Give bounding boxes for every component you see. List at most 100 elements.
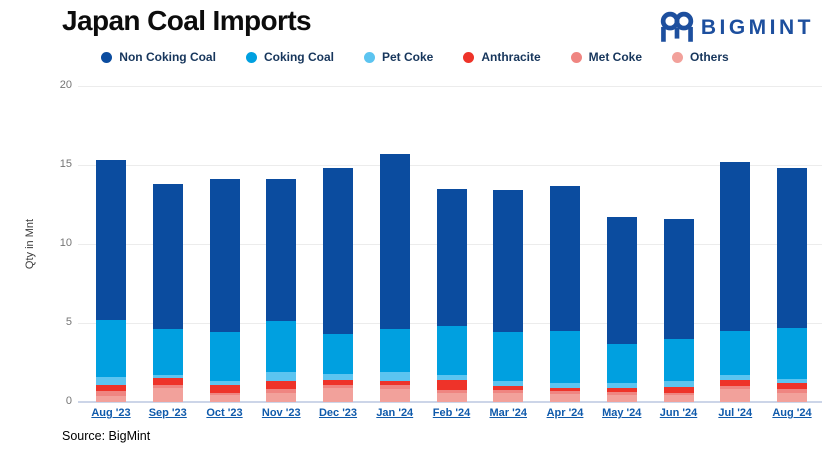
bar-segment[interactable]	[606, 217, 637, 344]
x-axis-label[interactable]: Aug '24	[772, 407, 812, 419]
bar-segment[interactable]	[550, 394, 580, 402]
bar-segment[interactable]	[663, 381, 694, 387]
bar-segment[interactable]	[663, 338, 694, 382]
bar-segment[interactable]	[720, 330, 751, 376]
bar-segment[interactable]	[96, 160, 126, 320]
bar-segment[interactable]	[720, 379, 751, 387]
bar-segment[interactable]	[323, 334, 353, 374]
bar-segment[interactable]	[266, 179, 297, 322]
bar-segment[interactable]	[323, 387, 353, 402]
bar-segment[interactable]	[379, 329, 410, 372]
x-axis-label[interactable]: Jun '24	[659, 407, 698, 419]
bar-segment[interactable]	[550, 330, 580, 384]
bar-segment[interactable]	[96, 376, 126, 385]
gridline	[78, 165, 822, 166]
bar-segment[interactable]	[777, 168, 807, 328]
legend-item-pet-coke[interactable]: Pet Coke	[363, 50, 433, 64]
bar-segment[interactable]	[777, 327, 807, 380]
bar-segment[interactable]	[152, 378, 183, 385]
bar-segment[interactable]	[777, 392, 807, 402]
x-axis-label[interactable]: Oct '23	[206, 407, 243, 419]
bar-segment[interactable]	[152, 384, 183, 388]
x-axis-label[interactable]: Feb '24	[432, 407, 471, 419]
bar-segment[interactable]	[606, 394, 637, 402]
legend-item-others[interactable]: Others	[672, 50, 729, 64]
bar-segment[interactable]	[323, 373, 353, 380]
bar-segment[interactable]	[379, 153, 410, 330]
bar-segment[interactable]	[152, 183, 183, 330]
legend-item-anthracite[interactable]: Anthracite	[463, 50, 541, 64]
legend-item-coking-coal[interactable]: Coking Coal	[245, 50, 334, 64]
legend-item-label: Others	[690, 50, 729, 64]
bar-segment[interactable]	[720, 375, 751, 380]
bar-segment[interactable]	[96, 319, 126, 377]
bar-segment[interactable]	[209, 332, 240, 382]
bar-segment[interactable]	[266, 371, 297, 382]
bar-segment[interactable]	[96, 384, 126, 391]
bar-segment[interactable]	[663, 394, 694, 402]
bar-segment[interactable]	[663, 218, 694, 339]
bar-segment[interactable]	[436, 379, 467, 391]
bar-segment[interactable]	[720, 389, 751, 402]
bar-segment[interactable]	[606, 391, 637, 395]
bar-segment[interactable]	[323, 384, 353, 388]
bar-segment[interactable]	[96, 390, 126, 396]
bar-segment[interactable]	[493, 332, 524, 381]
bar-segment[interactable]	[606, 383, 637, 388]
x-axis-label[interactable]: Nov '23	[261, 407, 301, 419]
bar-segment[interactable]	[720, 386, 751, 390]
x-axis-label[interactable]: Aug '23	[91, 407, 131, 419]
bar-segment[interactable]	[209, 384, 240, 393]
bar-segment[interactable]	[379, 385, 410, 389]
bar-segment[interactable]	[606, 343, 637, 384]
bar-segment[interactable]	[606, 387, 637, 392]
x-axis-label[interactable]: Mar '24	[489, 407, 527, 419]
x-axis-label[interactable]: May '24	[602, 407, 642, 419]
bar-segment[interactable]	[379, 380, 410, 386]
bar-segment[interactable]	[493, 190, 524, 333]
bar-segment[interactable]	[266, 381, 297, 390]
bar-segment[interactable]	[493, 380, 524, 387]
bar-segment[interactable]	[379, 388, 410, 402]
x-axis-label[interactable]: Jan '24	[376, 407, 414, 419]
legend-item-non-coking-coal[interactable]: Non Coking Coal	[101, 50, 216, 64]
bar-segment[interactable]	[493, 386, 524, 391]
x-axis-label[interactable]: Apr '24	[546, 407, 584, 419]
bar-segment[interactable]	[323, 168, 353, 335]
bar-segment[interactable]	[266, 389, 297, 393]
gridline	[78, 86, 822, 87]
bar-segment[interactable]	[209, 179, 240, 333]
bar-segment[interactable]	[663, 392, 694, 395]
legend-item-met-coke[interactable]: Met Coke	[570, 50, 642, 64]
bar-segment[interactable]	[152, 387, 183, 402]
bar-segment[interactable]	[663, 386, 694, 393]
bar-segment[interactable]	[550, 390, 580, 395]
bar-segment[interactable]	[152, 329, 183, 376]
bar-segment[interactable]	[323, 379, 353, 385]
bar-segment[interactable]	[436, 188, 467, 327]
bar-segment[interactable]	[436, 393, 467, 402]
bar-segment[interactable]	[777, 379, 807, 384]
bar-segment[interactable]	[550, 387, 580, 391]
x-axis-label[interactable]: Sep '23	[148, 407, 187, 419]
bar-segment[interactable]	[493, 393, 524, 402]
bar-segment[interactable]	[266, 321, 297, 372]
bar-segment[interactable]	[436, 390, 467, 394]
x-axis-label[interactable]: Jul '24	[718, 407, 753, 419]
bar-segment[interactable]	[379, 371, 410, 381]
bar-segment[interactable]	[493, 390, 524, 394]
bar-segment[interactable]	[209, 392, 240, 395]
bar-segment[interactable]	[266, 392, 297, 402]
bar-segment[interactable]	[152, 375, 183, 379]
bar-segment[interactable]	[777, 383, 807, 390]
bar-segment[interactable]	[96, 395, 126, 402]
bar-segment[interactable]	[209, 394, 240, 402]
bar-segment[interactable]	[777, 389, 807, 393]
bar-segment[interactable]	[436, 326, 467, 376]
x-axis-label[interactable]: Dec '23	[318, 407, 358, 419]
bar-segment[interactable]	[550, 185, 580, 331]
bar-segment[interactable]	[720, 161, 751, 331]
bar-segment[interactable]	[209, 381, 240, 385]
bar-segment[interactable]	[436, 375, 467, 380]
bar-segment[interactable]	[550, 383, 580, 388]
